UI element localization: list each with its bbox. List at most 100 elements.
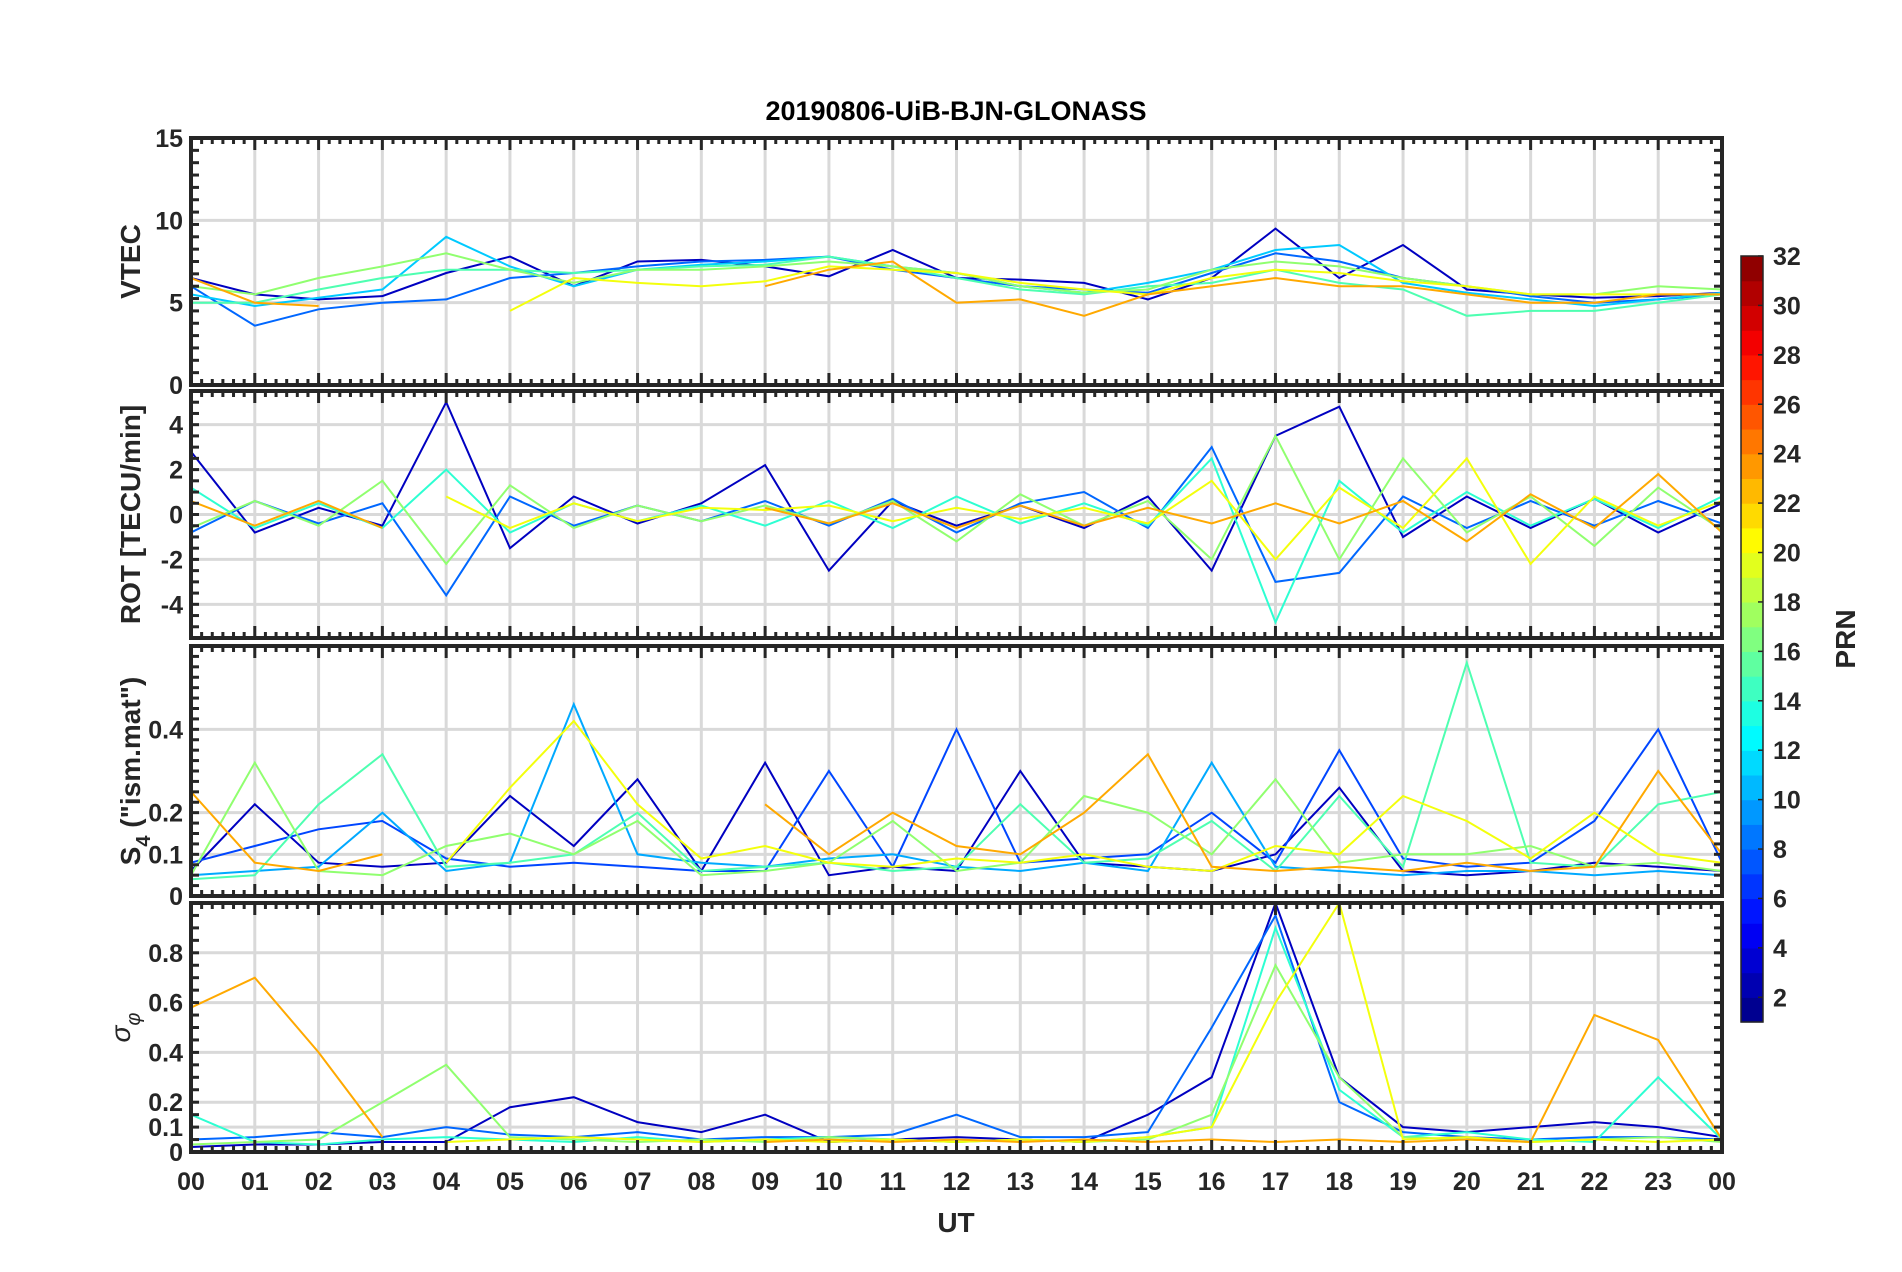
colorbar-segment — [1741, 873, 1763, 900]
colorbar-tick-label: 22 — [1773, 490, 1801, 518]
colorbar-segment — [1741, 601, 1763, 628]
series-line-prn-20 — [445, 719, 1722, 873]
colorbar-segment — [1741, 453, 1763, 479]
y-tick-label: 0.8 — [148, 940, 183, 968]
colorbar-segment — [1741, 676, 1763, 702]
y-tick-label: 0.1 — [148, 841, 183, 869]
y-tick-label: 0.1 — [148, 1114, 183, 1142]
y-tick-label: 2 — [169, 457, 183, 485]
x-tick-label: 16 — [1198, 1168, 1226, 1196]
x-tick-label: 22 — [1581, 1168, 1609, 1196]
colorbar-segment — [1741, 750, 1763, 776]
series-line-prn-14 — [191, 456, 1722, 625]
colorbar-tick-label: 2 — [1773, 984, 1787, 1012]
x-tick-label: 11 — [879, 1168, 906, 1196]
panel-1: -4 -2 0 2 4 ROT [TECU/min] — [115, 389, 1724, 640]
colorbar-segment — [1741, 774, 1763, 801]
colorbar-segment — [1741, 849, 1763, 875]
x-tick-label: 09 — [751, 1168, 779, 1196]
y-tick-label: 15 — [155, 125, 183, 153]
x-tick-label: 20 — [1453, 1168, 1481, 1196]
x-tick-label: 15 — [1134, 1168, 1162, 1196]
panel-0: 0 5 10 15 VTEC — [115, 125, 1724, 400]
panel-3: 00.10.2 0.4 0.6 0.8 σφ — [105, 901, 1724, 1167]
x-tick-label: 02 — [305, 1168, 333, 1196]
panel-2: 00.10.20.4S4 ("ism.mat") — [115, 644, 1724, 911]
x-tick-label: 13 — [1006, 1168, 1034, 1196]
colorbar-segment — [1741, 972, 1763, 998]
colorbar-segment — [1741, 626, 1763, 652]
y-tick-label: 0.6 — [148, 990, 183, 1018]
y-axis-label-main: S — [115, 847, 146, 866]
colorbar-segment — [1741, 947, 1763, 974]
series-line-prn-17 — [191, 433, 1722, 566]
colorbar-segment — [1741, 330, 1763, 356]
series-line-prn-20 — [445, 456, 1722, 566]
colorbar-segment — [1741, 404, 1763, 430]
colorbar-segment — [1741, 527, 1763, 554]
y-axis-label-rest: ("ism.mat") — [115, 677, 146, 836]
x-axis-label: UT — [937, 1207, 974, 1238]
x-tick-label: 00 — [1708, 1168, 1736, 1196]
chart-title: 20190806-UiB-BJN-GLONASS — [765, 96, 1146, 126]
series-line-prn-20 — [509, 265, 1722, 312]
colorbar-tick-label: 26 — [1773, 391, 1801, 419]
colorbar-tick-label: 18 — [1773, 589, 1801, 617]
colorbar-segment — [1741, 923, 1763, 949]
x-tick-label: 07 — [624, 1168, 652, 1196]
y-axis-label-sub: 4 — [133, 835, 155, 847]
series-line-prn-23 — [191, 752, 1722, 873]
y-tick-label: 0.4 — [148, 1039, 183, 1067]
colorbar-segment — [1741, 577, 1763, 603]
series-line-prn-17 — [191, 760, 1722, 877]
colorbar-segment — [1741, 824, 1763, 850]
y-tick-label: 0.2 — [148, 800, 183, 828]
series-line-prn-23 — [191, 260, 1722, 317]
colorbar-tick-label: 8 — [1773, 836, 1787, 864]
colorbar-tick-label: 14 — [1773, 688, 1801, 716]
colorbar-segment — [1741, 428, 1763, 455]
colorbar-segment — [1741, 997, 1763, 1023]
x-tick-label: 03 — [368, 1168, 396, 1196]
colorbar-tick-label: 32 — [1773, 243, 1801, 271]
colorbar-tick-label: 24 — [1773, 441, 1801, 469]
series-line-prn-15 — [191, 255, 1722, 317]
y-axis-label: VTEC — [115, 224, 146, 299]
y-tick-label: -4 — [161, 591, 183, 619]
colorbar-segment — [1741, 478, 1763, 504]
x-tick-label: 23 — [1644, 1168, 1672, 1196]
x-tick-label: 00 — [177, 1168, 205, 1196]
series-line-prn-8 — [191, 445, 1722, 598]
series-line-prn-7 — [191, 726, 1722, 872]
y-tick-label: 0 — [169, 372, 183, 400]
colorbar-tick-label: 12 — [1773, 737, 1801, 765]
y-axis-label-sub: φ — [123, 1013, 145, 1026]
x-tick-label: 14 — [1070, 1168, 1098, 1196]
colorbar-tick-label: 6 — [1773, 885, 1787, 913]
colorbar-segment — [1741, 256, 1763, 282]
x-tick-label: 06 — [560, 1168, 588, 1196]
y-tick-label: 0 — [169, 1139, 183, 1167]
x-tick-label: 10 — [815, 1168, 843, 1196]
x-tick-label: 12 — [943, 1168, 971, 1196]
y-tick-label: 10 — [155, 207, 183, 235]
y-axis-label: S4 ("ism.mat") — [115, 677, 155, 866]
colorbar-tick-label: 28 — [1773, 342, 1801, 370]
colorbar-tick-label: 4 — [1773, 935, 1787, 963]
colorbar-label: PRN — [1830, 609, 1861, 668]
colorbar-tick-label: 16 — [1773, 638, 1801, 666]
x-tick-label: 05 — [496, 1168, 524, 1196]
colorbar-segment — [1741, 725, 1763, 751]
y-tick-label: 5 — [169, 290, 183, 318]
colorbar-segment — [1741, 700, 1763, 727]
colorbar-border — [1740, 255, 1764, 1023]
x-tick-label: 08 — [687, 1168, 715, 1196]
colorbar-tick-label: 10 — [1773, 787, 1801, 815]
x-tick-label: 19 — [1389, 1168, 1417, 1196]
series-line-prn-23 — [191, 472, 1722, 543]
x-tick-label: 17 — [1262, 1168, 1290, 1196]
y-tick-label: 0.2 — [148, 1089, 183, 1117]
